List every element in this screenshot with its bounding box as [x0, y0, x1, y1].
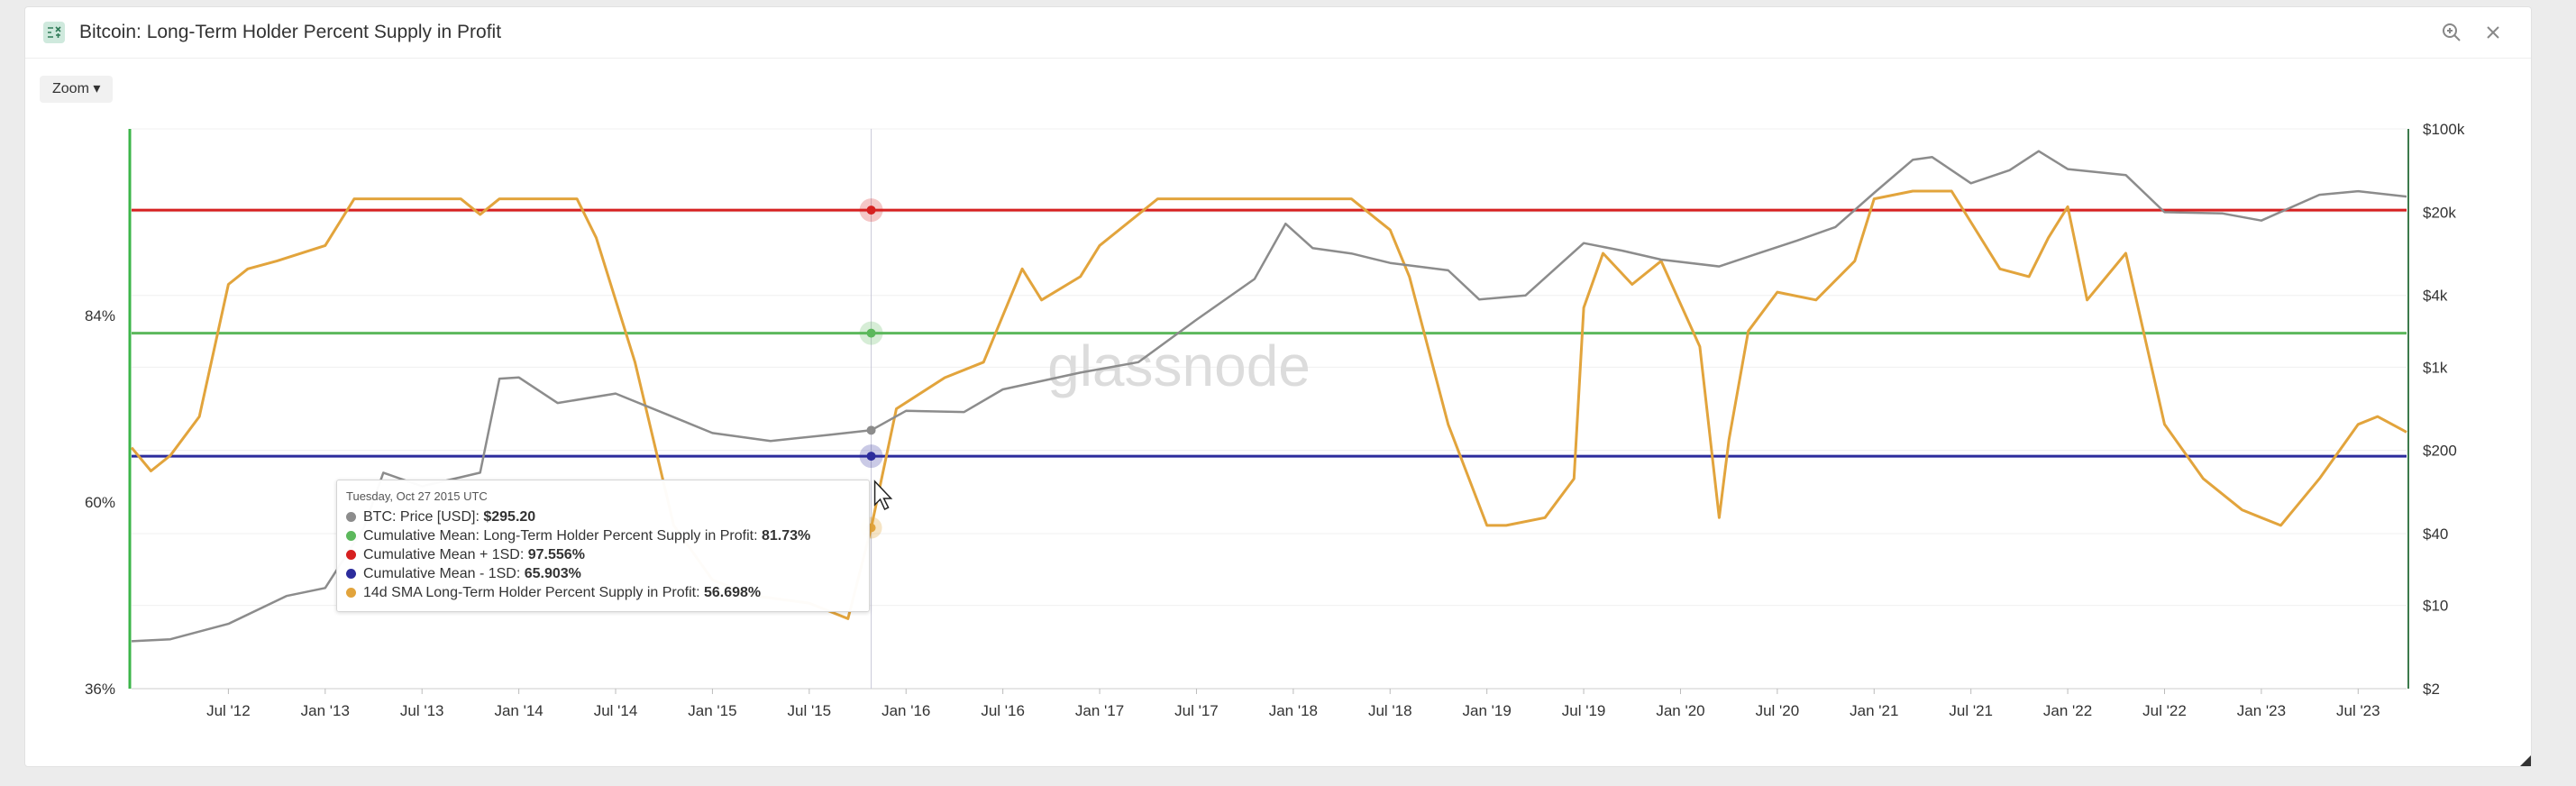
y-left-tick-label: 84%	[85, 307, 115, 324]
hover-marker-plus1sd	[866, 206, 876, 215]
tooltip: Tuesday, Oct 27 2015 UTC BTC: Price [USD…	[336, 480, 870, 612]
y-right-tick-label: $1k	[2423, 359, 2448, 376]
x-tick-label: Jul '13	[400, 702, 444, 719]
chart-area[interactable]: glassnode Jul '12 Jan '13 Jul '13 Jan '14 Jul…	[25, 7, 2531, 766]
x-tick-label: Jan '20	[1656, 702, 1704, 719]
tooltip-row-minus1sd: Cumulative Mean - 1SD: 65.903%	[346, 566, 581, 582]
tooltip-date: Tuesday, Oct 27 2015 UTC	[346, 489, 488, 503]
x-tick-label: Jan '18	[1269, 702, 1318, 719]
x-tick-label: Jul '18	[1368, 702, 1412, 719]
close-icon[interactable]	[2480, 20, 2506, 45]
x-tick-label: Jul '19	[1562, 702, 1606, 719]
y-right-tick-label: $2	[2423, 681, 2440, 698]
y-right-tick-label: $4k	[2423, 288, 2448, 305]
y-right-tick-label: $20k	[2423, 204, 2456, 221]
x-tick-label: Jul '21	[1949, 702, 1993, 719]
x-tick-label: Jul '23	[2336, 702, 2380, 719]
tooltip-row-plus1sd: Cumulative Mean + 1SD: 97.556%	[346, 547, 585, 563]
x-tick-label: Jul '12	[206, 702, 251, 719]
x-tick-label: Jan '13	[301, 702, 350, 719]
y-right-tick-label: $10	[2423, 598, 2448, 615]
series-line-price	[131, 150, 2407, 643]
hover-marker-minus1sd	[866, 452, 876, 462]
zoom-in-icon[interactable]	[2439, 20, 2464, 45]
watermark: glassnode	[1047, 334, 1311, 398]
x-tick-label: Jul '22	[2142, 702, 2187, 719]
x-tick-label: Jan '19	[1463, 702, 1512, 719]
x-tick-label: Jan '17	[1075, 702, 1124, 719]
y-left-tick-label: 36%	[85, 681, 115, 698]
y-right-tick-label: $200	[2423, 443, 2457, 460]
tooltip-dot	[346, 569, 356, 579]
tooltip-dot	[346, 512, 356, 522]
tooltip-row-mean: Cumulative Mean: Long-Term Holder Percen…	[346, 528, 810, 544]
x-tick-label: Jul '20	[1756, 702, 1800, 719]
x-tick-label: Jan '15	[688, 702, 736, 719]
x-tick-label: Jul '14	[594, 702, 638, 719]
tooltip-dot	[346, 550, 356, 560]
y-right-tick-label: $40	[2423, 526, 2448, 543]
chart-title: Bitcoin: Long-Term Holder Percent Supply…	[79, 22, 502, 42]
chart-type-icon	[43, 22, 65, 43]
x-tick-label: Jan '22	[2043, 702, 2092, 719]
y-right-tick-label: $100k	[2423, 121, 2465, 138]
x-tick-label: Jan '23	[2237, 702, 2286, 719]
resize-handle[interactable]	[2520, 755, 2531, 766]
mouse-cursor-icon	[873, 480, 893, 511]
hover-marker-mean	[866, 328, 876, 338]
panel-header: Bitcoin: Long-Term Holder Percent Supply…	[25, 7, 2531, 59]
series-line-sma	[130, 189, 2407, 620]
tooltip-dot	[346, 531, 356, 541]
x-tick-label: Jul '16	[981, 702, 1025, 719]
tooltip-row-sma: 14d SMA Long-Term Holder Percent Supply …	[346, 585, 761, 601]
zoom-dropdown-button[interactable]: Zoom ▾	[40, 76, 114, 103]
x-tick-label: Jul '15	[788, 702, 832, 719]
x-tick-label: Jul '17	[1174, 702, 1219, 719]
x-tick-label: Jan '14	[494, 702, 543, 719]
hover-marker-price	[866, 425, 876, 435]
x-tick-label: Jan '16	[882, 702, 930, 719]
tooltip-row-price: BTC: Price [USD]: $295.20	[346, 509, 535, 526]
tooltip-dot	[346, 588, 356, 598]
y-left-tick-label: 60%	[85, 494, 115, 511]
chart-panel: Bitcoin: Long-Term Holder Percent Supply…	[24, 6, 2532, 767]
x-tick-label: Jan '21	[1850, 702, 1898, 719]
